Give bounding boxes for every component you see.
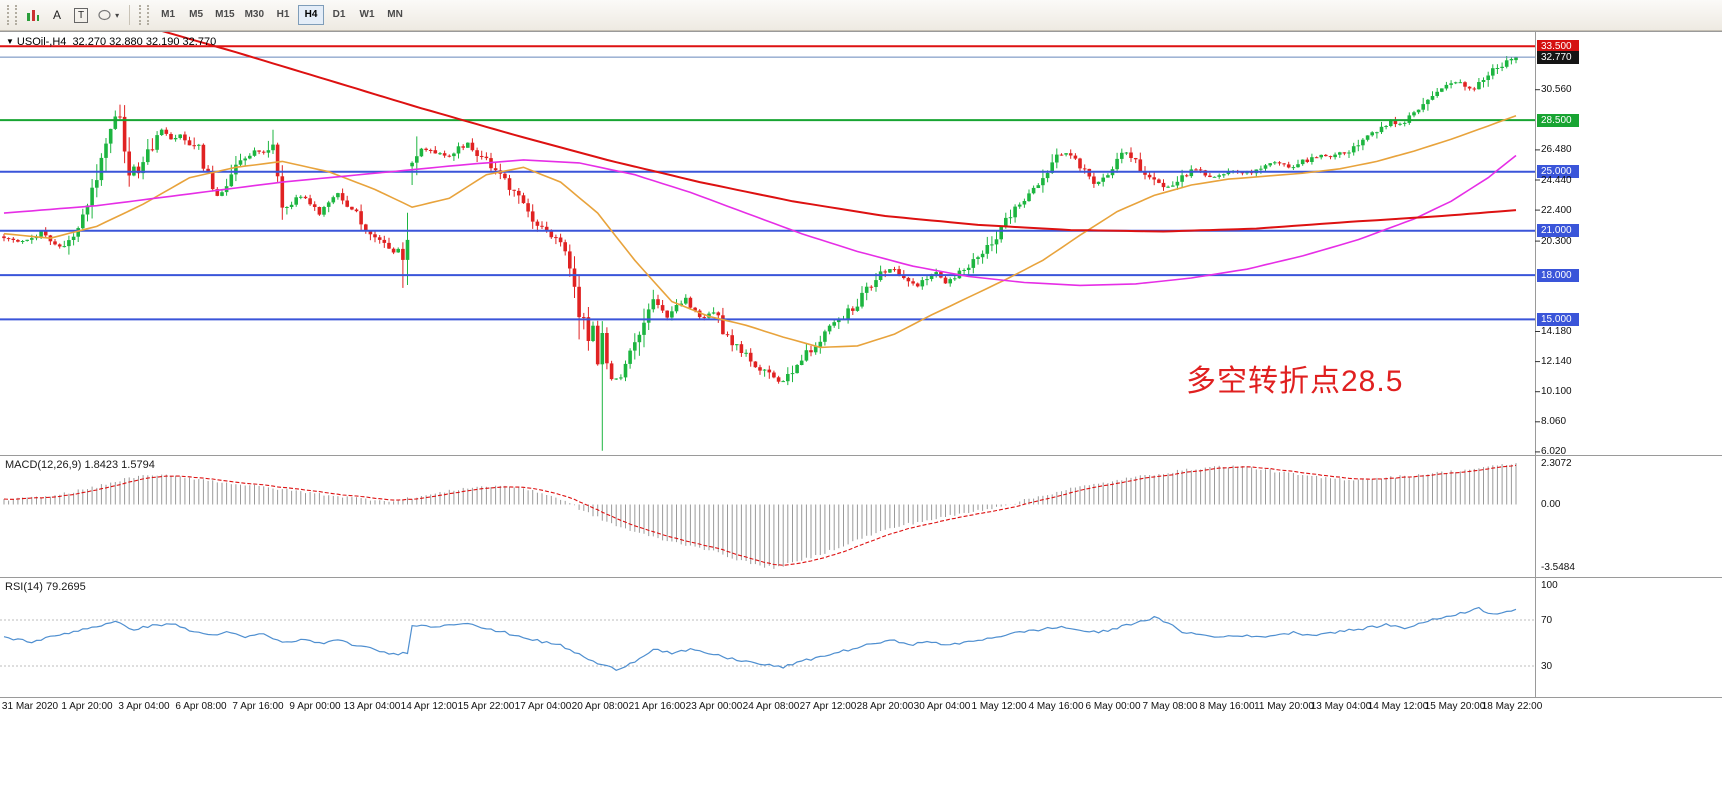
rsi-label: RSI(14) 79.2695 [5,581,86,593]
price-badge-25.000[interactable]: 25.000 [1537,165,1579,179]
toolbar-grip[interactable] [7,5,17,25]
timeframe-button-mn[interactable]: MN [382,5,408,25]
rsi-axis-100: 100 [1541,580,1558,591]
time-label: 15 May 20:00 [1424,701,1486,712]
rsi-axis-70: 70 [1541,614,1553,626]
price-tick-24.440: 24.440 [1541,174,1572,186]
timeframe-button-m30[interactable]: M30 [241,5,268,25]
price-badge-33.500[interactable]: 33.500 [1537,39,1579,53]
chart-symbol-label[interactable]: ▼ USOil-,H4 32.270 32.880 32.190 32.770 [6,36,216,48]
time-label: 8 May 16:00 [1199,701,1255,712]
time-label: 3 Apr 04:00 [118,701,170,712]
price-tick-12.140: 12.140 [1541,356,1572,368]
time-label: 24 Apr 08:00 [742,701,800,712]
time-label: 18 May 22:00 [1481,701,1543,712]
ma-magenta-line [3,154,1517,287]
text-box-icon: T [74,7,89,23]
time-label: 21 Apr 16:00 [628,701,686,712]
chevron-down-icon: ▾ [115,10,120,20]
chart-window-icon-button[interactable] [22,4,44,26]
price-axis[interactable]: 33.500 32.770 30.560 28.500 26.480 25.000 24.4… [1537,0,1721,700]
toolbar-grip[interactable] [139,5,150,25]
macd-signal-line [3,464,1517,566]
time-label: 20 Apr 08:00 [571,701,629,712]
macd-panel[interactable] [3,463,1517,569]
timeframe-button-m15[interactable]: M15 [211,5,238,25]
time-label: 4 May 16:00 [1028,701,1084,712]
time-label: 15 Apr 22:00 [457,701,515,712]
time-label: 30 Apr 04:00 [913,701,971,712]
time-label: 31 Mar 2020 [1,701,59,712]
timeframe-button-h4[interactable]: H4 [298,5,325,25]
price-tick-6.020: 6.020 [1541,446,1567,458]
ma-red-line [161,32,1517,233]
price-tick-26.480: 26.480 [1541,144,1572,156]
time-label: 14 Apr 12:00 [400,701,458,712]
rsi-line [3,606,1517,671]
price-badge-28.500[interactable]: 28.500 [1537,113,1579,127]
price-tick-10.100: 10.100 [1541,386,1572,398]
time-label: 1 May 12:00 [971,701,1027,712]
bar-chart-icon [27,10,39,21]
price-badge-18.000[interactable]: 18.000 [1537,268,1579,282]
toolbar-separator [129,5,131,25]
time-label: 1 Apr 20:00 [61,701,113,712]
ohlc-values: 32.270 32.880 32.190 32.770 [72,36,217,48]
rsi-panel[interactable] [0,606,1535,671]
symbol-name: USOil-,H4 [16,36,67,48]
text-label-tool-button[interactable]: A [46,4,68,26]
macd-axis-0.00: 0.00 [1541,499,1561,510]
timeframe-button-d1[interactable]: D1 [326,5,352,25]
price-panel[interactable] [0,26,1535,451]
macd-axis-2.3072: 2.3072 [1541,457,1572,469]
toolbar: A T ▾ M1 M5 M15 M30 H1 H4 D1 W1 MN [0,0,1722,31]
price-badge-15.000[interactable]: 15.000 [1537,312,1579,326]
time-label: 27 Apr 12:00 [799,701,857,712]
time-label: 7 Apr 16:00 [232,701,284,712]
price-tick-8.060: 8.060 [1541,416,1567,428]
time-label: 6 Apr 08:00 [175,701,227,712]
macd-axis--3.5484: -3.5484 [1541,562,1575,574]
timeframe-button-h1[interactable]: H1 [270,5,296,25]
rsi-axis-30: 30 [1541,660,1553,672]
time-label: 17 Apr 04:00 [514,701,572,712]
timeframe-button-m5[interactable]: M5 [183,5,209,25]
time-label: 7 May 08:00 [1142,701,1198,712]
timeframe-button-w1[interactable]: W1 [354,5,380,25]
price-badge-21.000[interactable]: 21.000 [1537,224,1579,238]
ellipse-shape-icon [98,9,111,21]
time-label: 23 Apr 00:00 [685,701,743,712]
time-label: 14 May 12:00 [1367,701,1429,712]
price-tick-20.300: 20.300 [1541,235,1572,247]
time-label: 6 May 00:00 [1085,701,1141,712]
time-label: 28 Apr 20:00 [856,701,914,712]
time-axis[interactable]: 31 Mar 2020 1 Apr 20:00 3 Apr 04:00 6 Apr 0… [0,701,1722,716]
price-tick-14.180: 14.180 [1541,326,1572,337]
timeframe-group: M1 M5 M15 M30 H1 H4 D1 W1 MN [154,5,409,25]
chart-annotation-text: 多空转折点28.5 [1186,365,1404,398]
price-badge-32.770[interactable]: 32.770 [1537,50,1579,64]
price-tick-22.400: 22.400 [1541,204,1572,216]
symbol-dropdown-icon[interactable]: ▼ [6,37,14,46]
shapes-tool-button[interactable]: ▾ [94,4,123,26]
macd-label: MACD(12,26,9) 1.8423 1.5794 [5,459,155,471]
time-label: 13 May 04:00 [1310,701,1372,712]
time-label: 13 Apr 04:00 [343,701,401,712]
text-box-tool-button[interactable]: T [70,4,92,26]
timeframe-button-m1[interactable]: M1 [155,5,181,25]
time-label: 9 Apr 00:00 [289,701,341,712]
price-tick-30.560: 30.560 [1541,84,1572,96]
ma-orange-line [3,114,1517,349]
time-label: 11 May 20:00 [1254,701,1314,712]
